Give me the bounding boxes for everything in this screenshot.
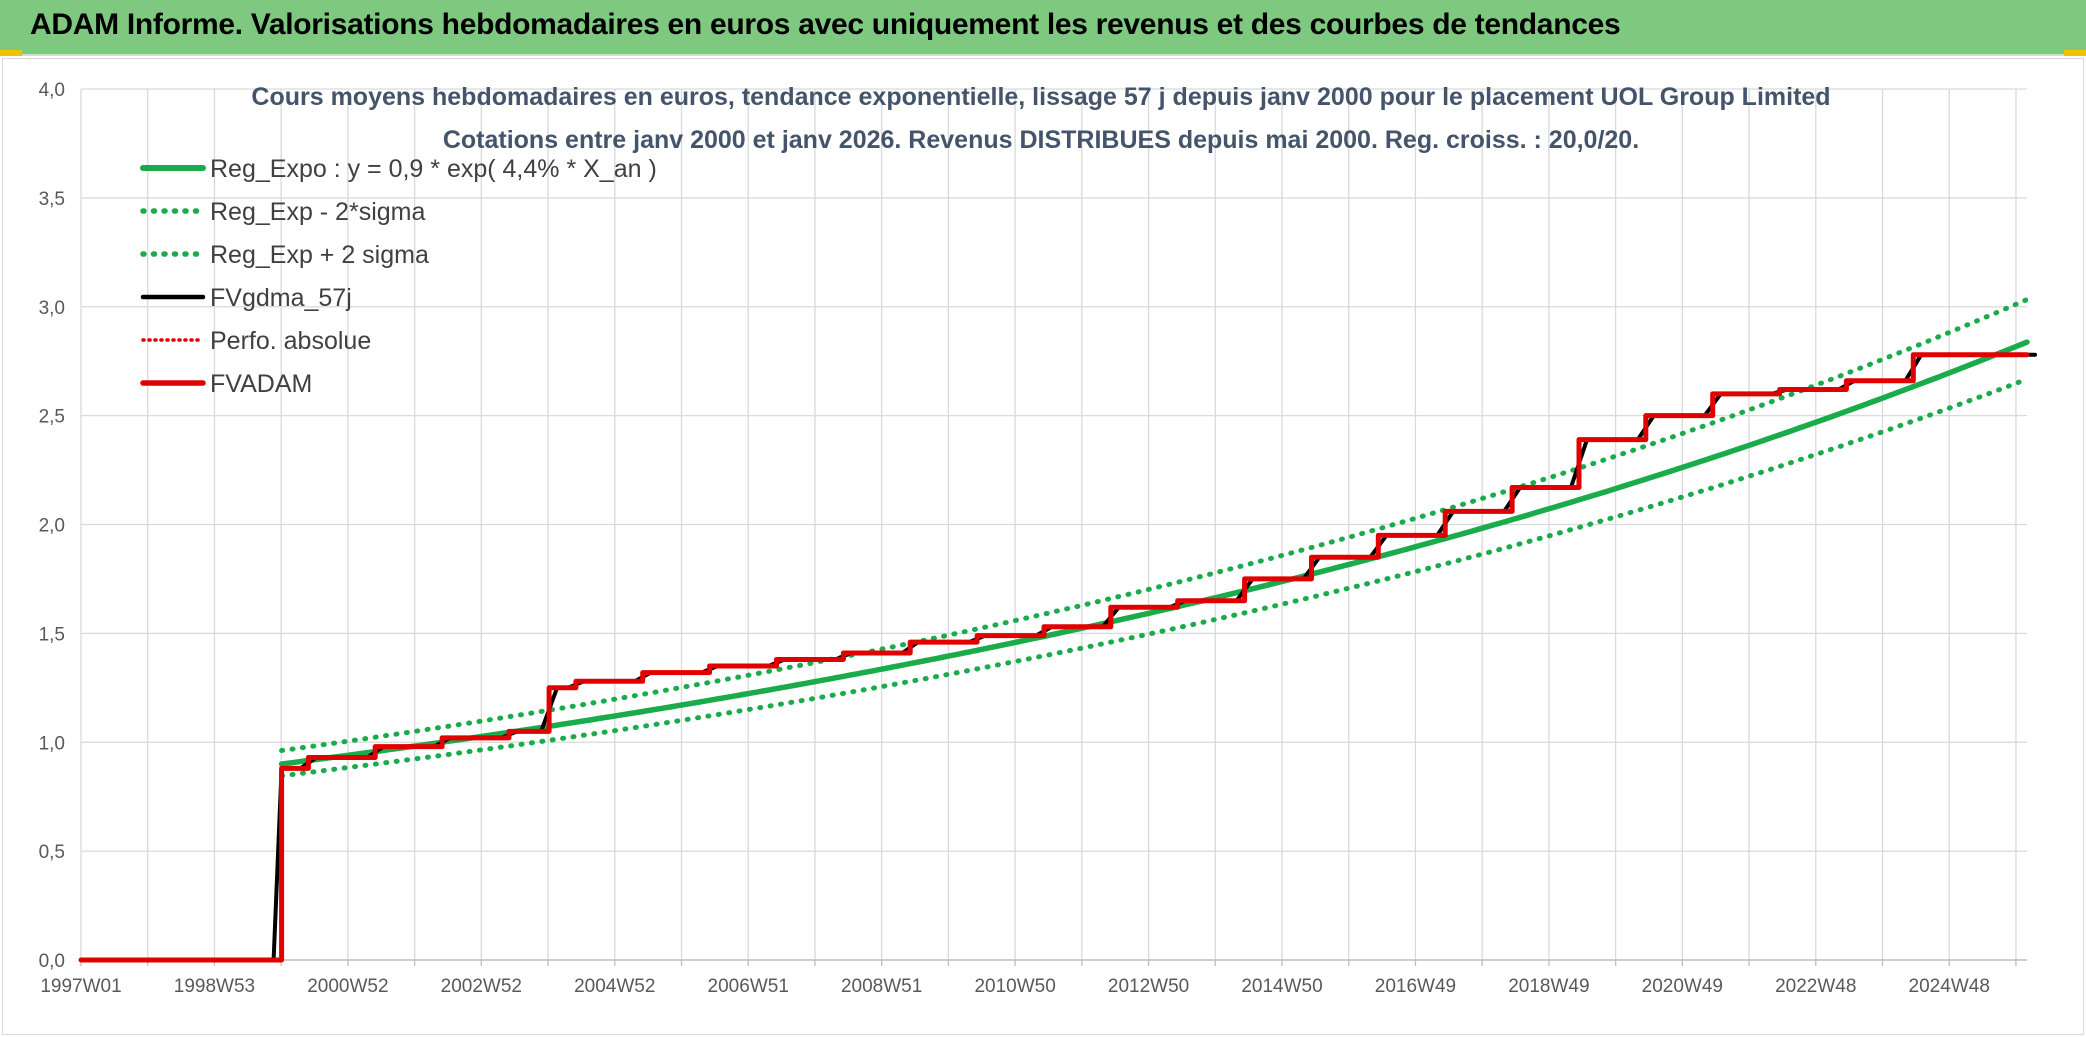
legend-label-3: FVgdma_57j bbox=[210, 284, 352, 312]
chart-title: Cours moyens hebdomadaires en euros, ten… bbox=[251, 83, 1830, 154]
chart-title-line1: Cours moyens hebdomadaires en euros, ten… bbox=[251, 83, 1830, 111]
x-tick-label: 2024W48 bbox=[1909, 976, 1990, 997]
series-line-1 bbox=[279, 376, 2030, 779]
legend-label-0: Reg_Expo : y = 0,9 * exp( 4,4% * X_an ) bbox=[210, 155, 657, 183]
grid bbox=[80, 88, 2027, 961]
x-tick-label: 1997W01 bbox=[40, 976, 121, 997]
corner-accent-right bbox=[2064, 50, 2086, 56]
report-banner: ADAM Informe. Valorisations hebdomadaire… bbox=[0, 0, 2086, 56]
y-tick-label: 3,5 bbox=[39, 189, 65, 210]
x-tick-label: 1998W53 bbox=[174, 976, 255, 997]
corner-accent-left bbox=[0, 50, 22, 56]
x-tick-label: 2020W49 bbox=[1642, 976, 1723, 997]
x-tick-label: 2014W50 bbox=[1241, 976, 1322, 997]
legend-label-5: FVADAM bbox=[210, 370, 312, 398]
y-tick-label: 1,0 bbox=[39, 733, 65, 754]
x-tick-label: 2018W49 bbox=[1508, 976, 1589, 997]
y-tick-label: 4,0 bbox=[39, 80, 65, 101]
legend-label-4: Perfo. absolue bbox=[210, 327, 371, 355]
x-tick-label: 2002W52 bbox=[441, 976, 522, 997]
legend-label-2: Reg_Exp + 2 sigma bbox=[210, 241, 429, 269]
line-chart: 0,0 0,5 1,0 1,5 2,0 2,5 3,0 3,5 4,0 1997W01 1998W5… bbox=[39, 80, 2037, 997]
x-tick-label: 2004W52 bbox=[574, 976, 655, 997]
x-tick-label: 2000W52 bbox=[307, 976, 388, 997]
chart-title-line2: Cotations entre janv 2000 et janv 2026. … bbox=[443, 126, 1639, 154]
x-tick-label: 2022W48 bbox=[1775, 976, 1856, 997]
y-tick-label: 3,0 bbox=[39, 298, 65, 319]
series bbox=[78, 297, 2037, 963]
series-line-5 bbox=[78, 352, 2030, 963]
x-tick-label: 2008W51 bbox=[841, 976, 922, 997]
series-line-2 bbox=[279, 297, 2030, 753]
x-tick-label: 2016W49 bbox=[1375, 976, 1456, 997]
y-tick-label: 0,5 bbox=[39, 842, 65, 863]
x-tick-label: 2010W50 bbox=[974, 976, 1055, 997]
y-tick-label: 1,5 bbox=[39, 624, 65, 645]
x-tick-label: 2012W50 bbox=[1108, 976, 1189, 997]
y-tick-label: 0,0 bbox=[39, 951, 65, 972]
x-tick-label: 2006W51 bbox=[708, 976, 789, 997]
y-tick-label: 2,0 bbox=[39, 516, 65, 537]
axes: 0,0 0,5 1,0 1,5 2,0 2,5 3,0 3,5 4,0 1997W01 1998W5… bbox=[39, 80, 2027, 997]
series-line-4 bbox=[79, 353, 2029, 962]
series-line-0 bbox=[278, 339, 2030, 767]
chart-frame: 0,0 0,5 1,0 1,5 2,0 2,5 3,0 3,5 4,0 1997W01 1998W5… bbox=[2, 58, 2084, 1035]
y-tick-label: 2,5 bbox=[39, 407, 65, 428]
legend-label-1: Reg_Exp - 2*sigma bbox=[210, 198, 425, 226]
legend: Reg_Expo : y = 0,9 * exp( 4,4% * X_an ) R… bbox=[140, 155, 657, 398]
report-title: ADAM Informe. Valorisations hebdomadaire… bbox=[30, 8, 1621, 41]
